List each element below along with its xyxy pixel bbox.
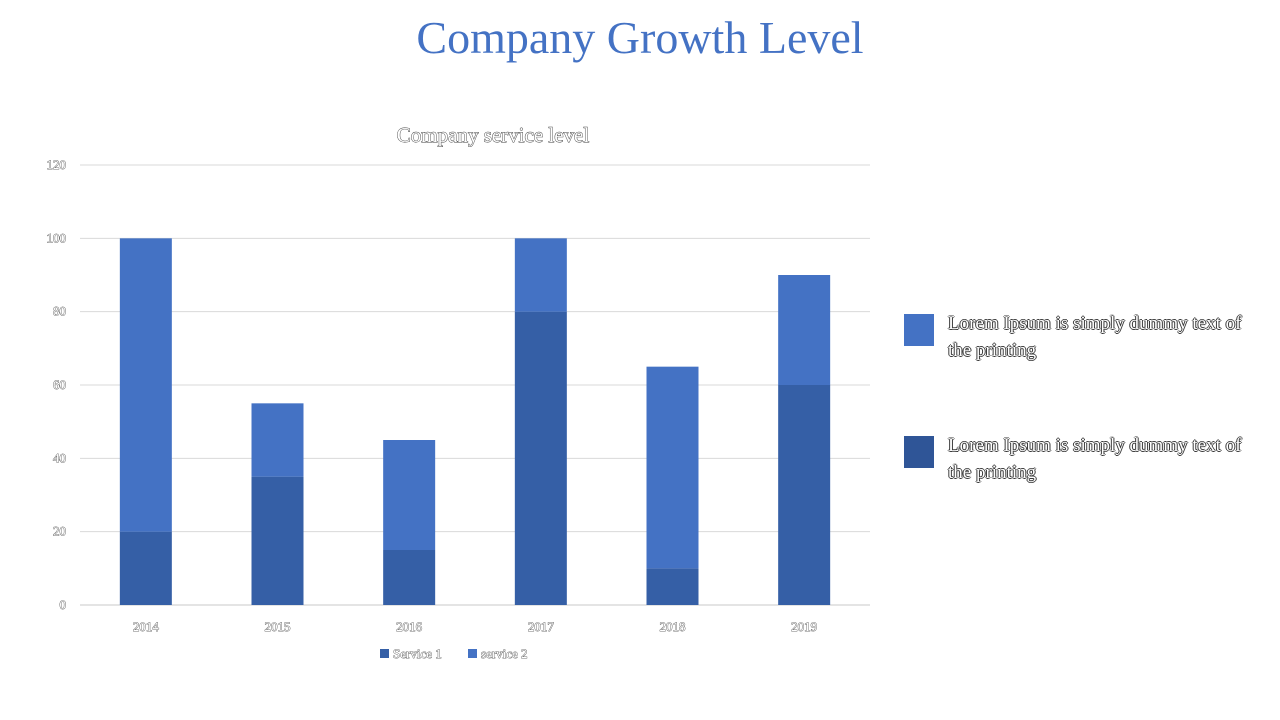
x-tick-label: 2015: [265, 619, 291, 634]
y-tick-label: 100: [47, 230, 67, 245]
bar-1: [514, 311, 567, 605]
legend-swatch: [468, 649, 477, 658]
side-legend: Lorem Ipsum is simply dummy text of the …: [904, 0, 1264, 720]
bar-2: [251, 403, 304, 477]
side-legend-text: Lorem Ipsum is simply dummy text of the …: [948, 435, 1242, 483]
bar-1: [778, 385, 831, 605]
bar-2: [383, 440, 436, 550]
legend-swatch: [380, 649, 389, 658]
side-legend-swatch: [904, 436, 934, 468]
x-tick-label: 2019: [791, 619, 817, 634]
bar-1: [119, 531, 172, 605]
bar-1: [383, 550, 436, 605]
bar-1: [251, 476, 304, 605]
x-tick-label: 2014: [133, 619, 160, 634]
x-tick-label: 2017: [528, 619, 555, 634]
stacked-bar-chart: Company service level 0 20 40 60 80 100 120 2014…: [46, 123, 870, 661]
side-legend-text: Lorem Ipsum is simply dummy text of the …: [948, 313, 1242, 361]
slide-title: Company Growth Level: [416, 12, 864, 63]
side-legend-item: Lorem Ipsum is simply dummy text of the …: [904, 432, 1264, 492]
x-tick-label: 2018: [660, 619, 686, 634]
chart-title: Company service level: [397, 123, 590, 147]
y-tick-label: 80: [53, 304, 66, 319]
y-tick-label: 120: [47, 157, 67, 172]
y-tick-label: 0: [60, 597, 67, 612]
y-tick-label: 60: [53, 377, 66, 392]
legend-label: service 2: [481, 646, 528, 661]
bar-2: [778, 275, 831, 385]
bar-1: [646, 568, 699, 605]
side-legend-item: Lorem Ipsum is simply dummy text of the …: [904, 310, 1264, 370]
bar-2: [646, 366, 699, 569]
y-tick-label: 20: [53, 524, 66, 539]
side-legend-swatch: [904, 314, 934, 346]
x-tick-label: 2016: [396, 619, 423, 634]
bar-2: [514, 238, 567, 312]
y-tick-label: 40: [53, 450, 66, 465]
bar-2: [119, 238, 172, 532]
legend-label: Service 1: [393, 646, 442, 661]
